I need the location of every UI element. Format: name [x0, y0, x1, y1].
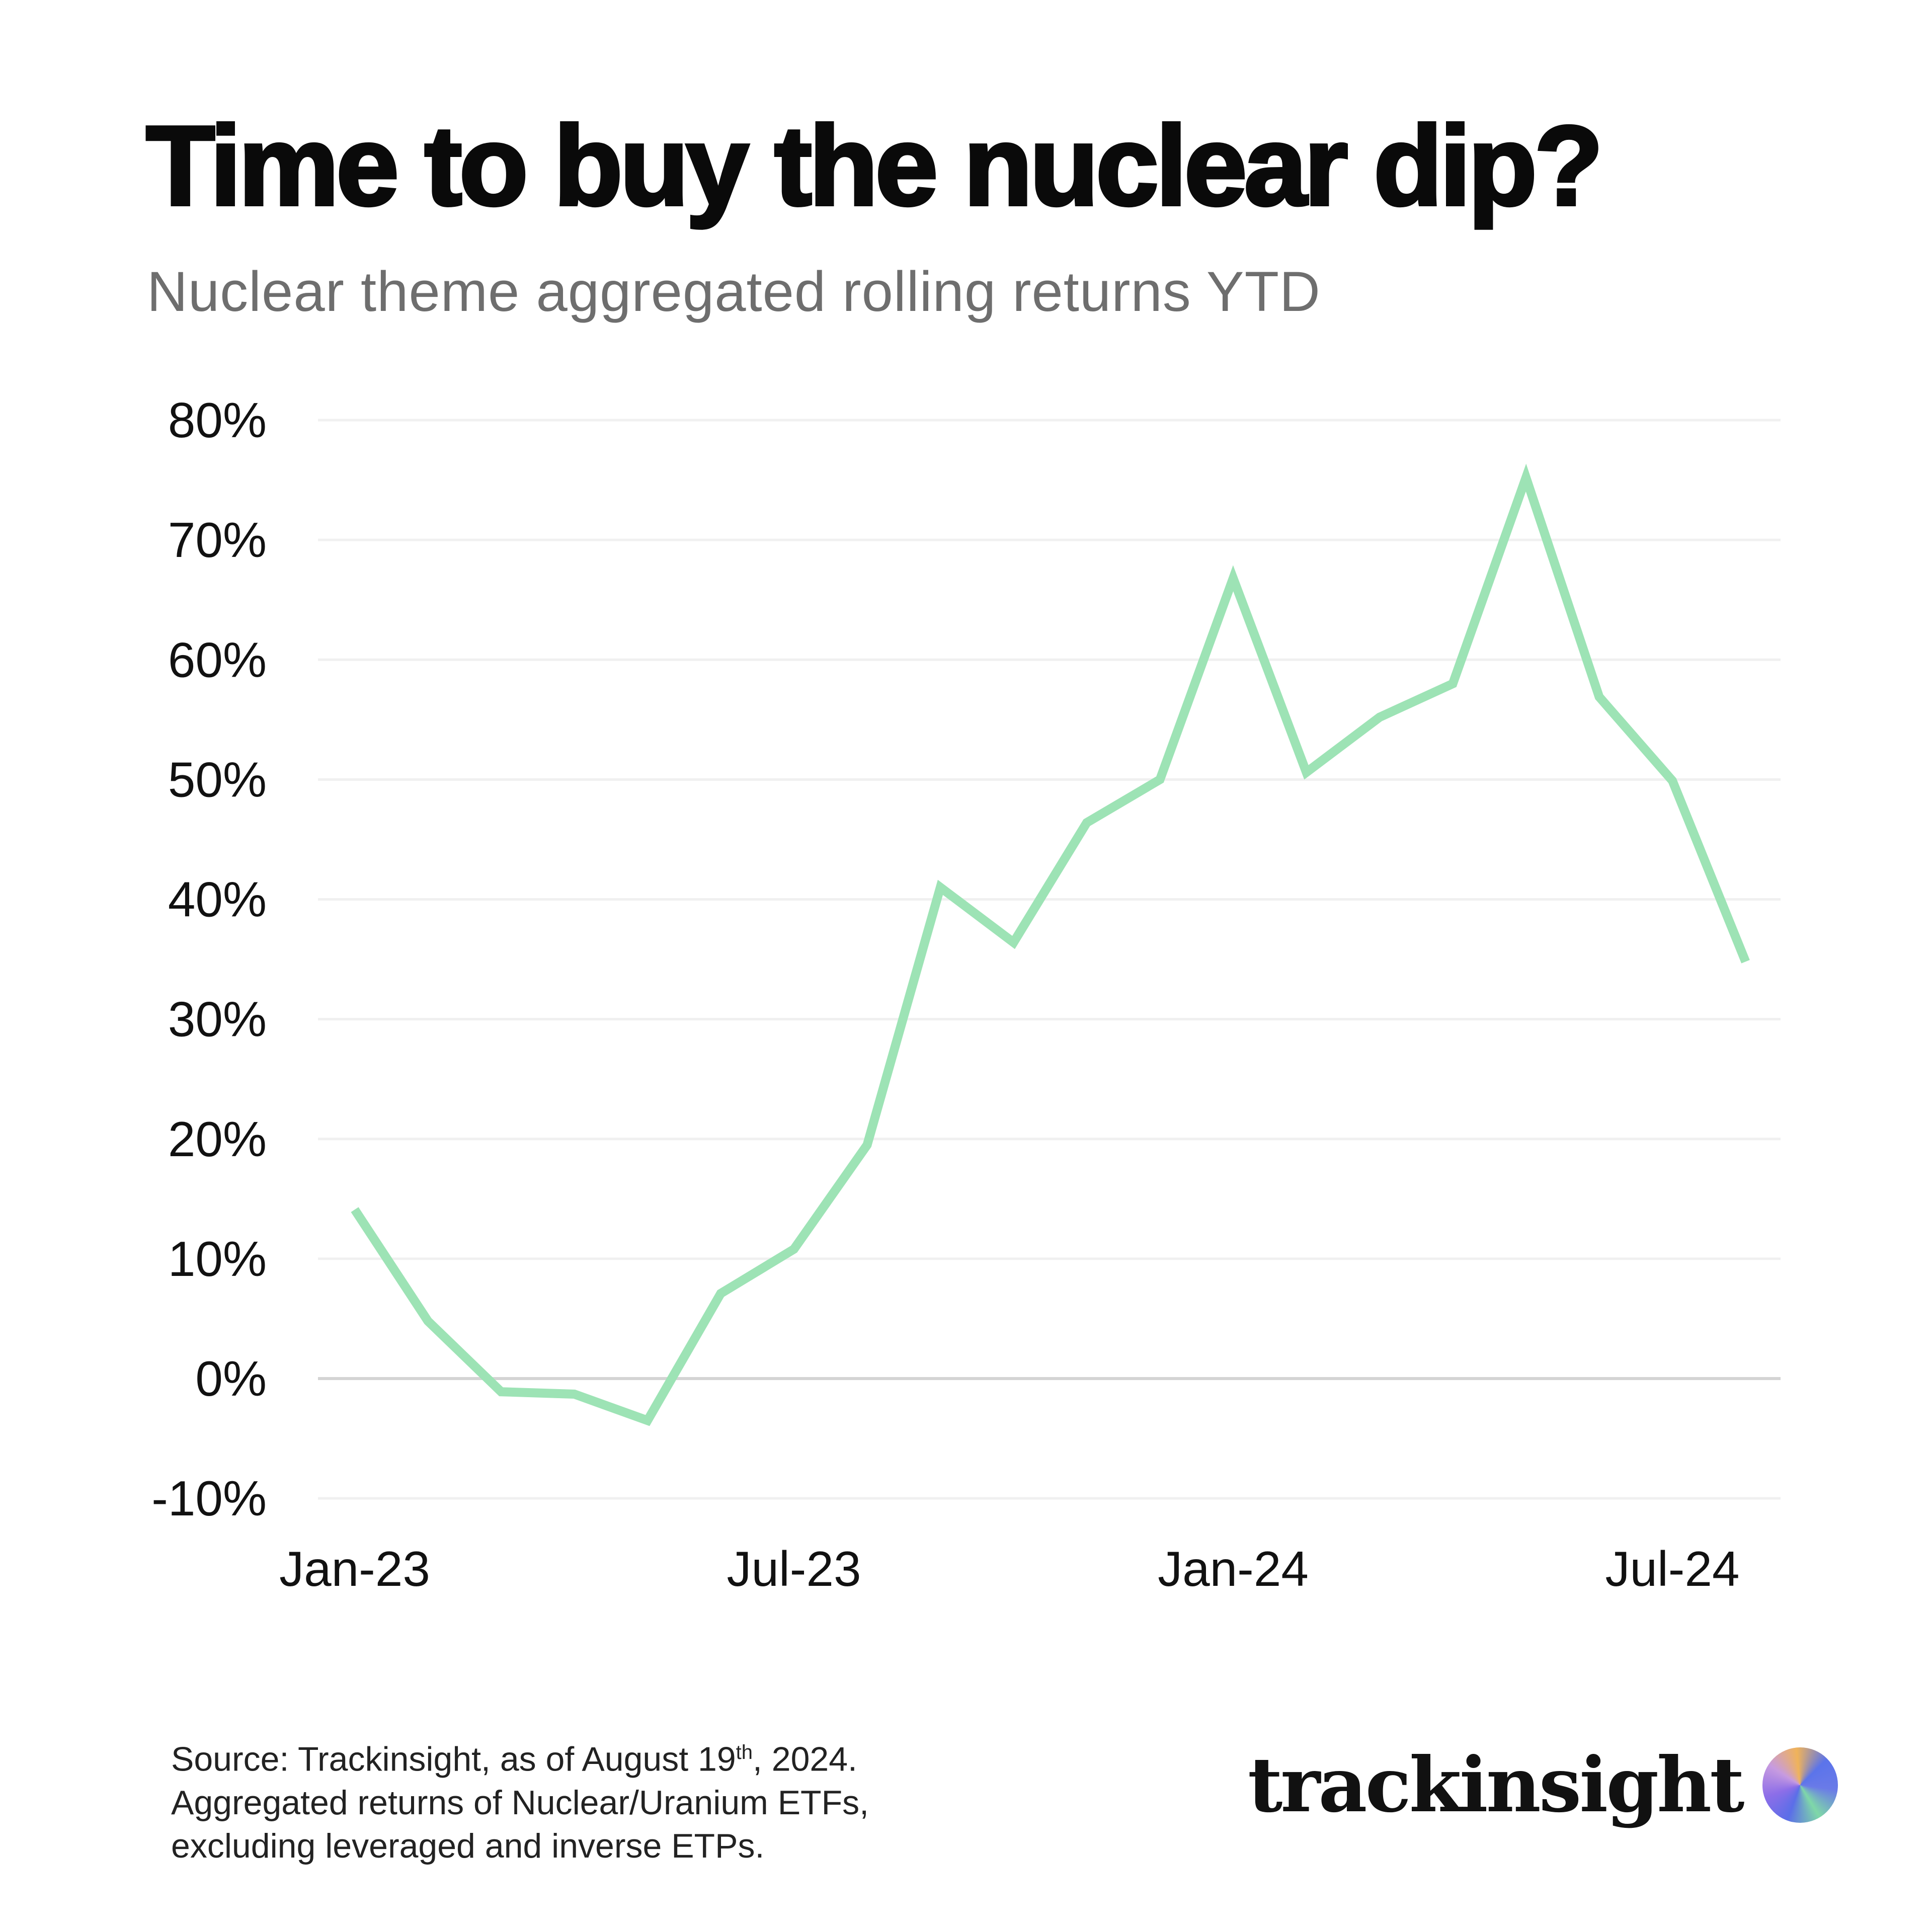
source-line-1: Source: Trackinsight, as of August 19 [171, 1740, 736, 1779]
chart-title: Time to buy the nuclear dip? [144, 101, 1605, 230]
x-tick-label: Jul-24 [1605, 1541, 1740, 1596]
y-tick-label: 80% [168, 392, 267, 448]
y-tick-label: 70% [168, 512, 267, 568]
x-tick-label: Jan-23 [279, 1541, 430, 1596]
chart-subtitle: Nuclear theme aggregated rolling returns… [147, 260, 1321, 323]
logo-wordmark: trackinsight [1248, 1741, 1744, 1829]
series [351, 463, 1750, 1426]
source-note: Source: Trackinsight, as of August 19th,… [171, 1731, 869, 1868]
y-tick-label: 50% [168, 752, 267, 807]
y-tick-label: 60% [168, 632, 267, 687]
source-line-1-end: , 2024. [753, 1740, 857, 1779]
y-axis-ticks: 80% 70% 60% 50% 40% 30% 20% 10% 0% -10% [151, 392, 267, 1526]
y-tick-label: 0% [195, 1351, 267, 1406]
gridlines [318, 419, 1781, 1500]
source-line-3: excluding leveraged and inverse ETPs. [171, 1826, 765, 1865]
x-tick-label: Jul-23 [727, 1541, 861, 1596]
y-tick-label: 20% [168, 1111, 267, 1167]
logo-orb-icon [1762, 1747, 1838, 1823]
line-chart: 80% 70% 60% 50% 40% 30% 20% 10% 0% -10% Jan-23 Jul… [151, 392, 1781, 1596]
y-tick-label: 30% [168, 992, 267, 1047]
x-tick-label: Jan-24 [1158, 1541, 1309, 1596]
x-axis-ticks: Jan-23 Jul-23 Jan-24 Jul-24 [279, 1541, 1739, 1596]
trackinsight-logo: trackinsight [1248, 1741, 1838, 1829]
y-tick-label: -10% [151, 1471, 267, 1526]
series-line [351, 463, 1750, 1426]
y-tick-label: 10% [168, 1231, 267, 1286]
source-line-2: Aggregated returns of Nuclear/Uranium ET… [171, 1783, 869, 1822]
y-tick-label: 40% [168, 872, 267, 927]
source-ordinal: th [736, 1741, 753, 1763]
